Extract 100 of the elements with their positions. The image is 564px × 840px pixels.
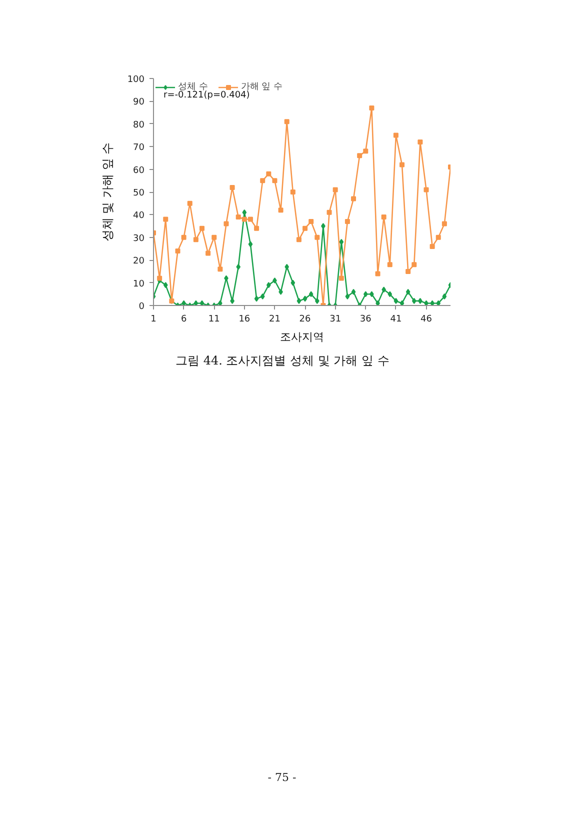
- point: [424, 300, 428, 306]
- y-tick-label: 0: [138, 302, 145, 312]
- point: [290, 190, 296, 194]
- point: [326, 210, 332, 215]
- point: [314, 298, 320, 304]
- point: [248, 241, 253, 248]
- legend-label: 성체 수: [178, 81, 208, 92]
- x-tick-label: 11: [208, 314, 220, 324]
- point: [436, 300, 441, 306]
- point: [302, 296, 308, 302]
- point: [442, 293, 447, 300]
- point: [290, 280, 296, 286]
- point: [206, 250, 211, 256]
- point: [284, 264, 290, 270]
- point: [345, 293, 350, 300]
- x-tick-label: 6: [180, 314, 187, 324]
- point: [314, 234, 320, 240]
- point: [332, 187, 338, 192]
- point: [199, 226, 204, 231]
- point: [436, 234, 441, 240]
- y-tick-label: 60: [133, 166, 145, 176]
- point: [296, 298, 302, 304]
- x-axis-title: 조사지역: [280, 330, 324, 344]
- point: [351, 196, 356, 202]
- x-tick-label: 41: [390, 314, 402, 324]
- x-tick-label: 26: [299, 314, 312, 324]
- y-tick-label: 100: [127, 75, 145, 85]
- point: [248, 216, 253, 222]
- point: [430, 244, 435, 249]
- point: [412, 262, 417, 268]
- y-axis-title: 성체 및 가해 잎 수: [100, 142, 114, 242]
- point: [272, 178, 278, 184]
- point: [278, 208, 284, 213]
- point: [193, 237, 198, 242]
- point: [266, 282, 271, 288]
- point: [339, 238, 344, 245]
- y-tick-label: 50: [133, 188, 145, 198]
- point: [230, 184, 235, 190]
- point: [260, 293, 265, 300]
- x-tick-label: 46: [420, 314, 432, 324]
- point: [381, 214, 386, 220]
- legend-label: 가해 잎 수: [240, 81, 283, 92]
- point: [200, 300, 204, 306]
- point: [181, 234, 186, 240]
- point: [266, 171, 272, 176]
- point: [175, 248, 180, 254]
- point: [375, 271, 380, 276]
- point: [400, 300, 404, 306]
- point: [406, 288, 410, 295]
- point: [242, 216, 247, 222]
- point: [406, 268, 411, 274]
- x-tick-label: 1: [150, 314, 156, 324]
- point: [376, 300, 380, 306]
- point: [163, 216, 168, 222]
- x-tick-label: 21: [269, 314, 280, 324]
- point: [157, 276, 162, 281]
- point: [363, 148, 368, 154]
- point: [338, 276, 344, 281]
- point: [182, 300, 186, 306]
- y-tick-label: 10: [133, 279, 145, 290]
- point: [163, 282, 168, 288]
- point: [296, 237, 302, 242]
- point: [351, 288, 356, 295]
- y-tick-label: 80: [133, 120, 145, 130]
- point: [394, 298, 398, 304]
- point: [430, 300, 434, 306]
- point: [236, 264, 241, 270]
- y-tick-label: 20: [133, 256, 145, 267]
- text: - 75 -: [268, 770, 296, 786]
- point: [393, 132, 398, 138]
- point: [224, 221, 229, 226]
- x-tick-label: 16: [238, 314, 250, 324]
- point: [254, 296, 259, 302]
- point: [424, 187, 429, 192]
- x-tick-label: 31: [330, 314, 342, 324]
- point: [442, 221, 447, 226]
- y-tick-label: 30: [133, 234, 145, 244]
- point: [254, 226, 260, 231]
- y-tick-label: 40: [133, 211, 145, 222]
- point: [400, 162, 405, 168]
- point: [187, 200, 192, 206]
- text: 그림 44. 조사지점별 성체 및 가해 잎 수: [176, 354, 390, 368]
- annotation: r=-0.121(p=0.404): [164, 90, 250, 100]
- x-tick-label: 36: [360, 314, 372, 324]
- point: [363, 291, 368, 298]
- point: [357, 153, 362, 158]
- point: [302, 226, 308, 231]
- point: [212, 234, 217, 240]
- point: [218, 266, 223, 272]
- point: [308, 291, 314, 298]
- point: [284, 119, 290, 124]
- point: [236, 214, 241, 220]
- point: [418, 140, 423, 145]
- point: [387, 262, 392, 268]
- point: [218, 300, 222, 306]
- point: [344, 219, 350, 224]
- point: [308, 219, 314, 224]
- point: [388, 291, 392, 298]
- y-tick-label: 90: [133, 98, 145, 108]
- point: [412, 298, 416, 304]
